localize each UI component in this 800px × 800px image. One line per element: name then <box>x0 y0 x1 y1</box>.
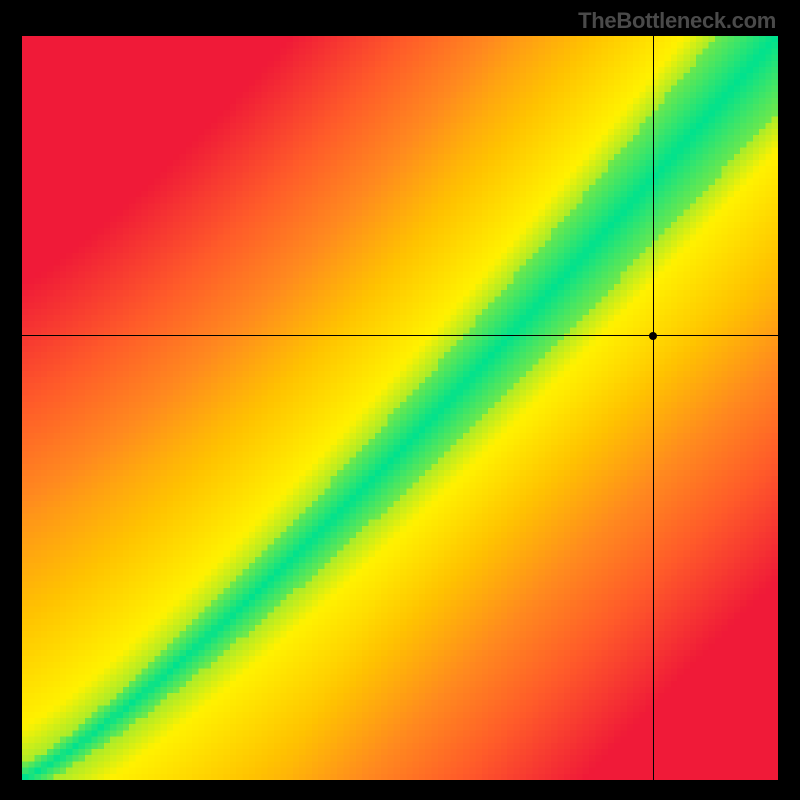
crosshair-vertical <box>653 36 654 780</box>
chart-container: TheBottleneck.com <box>0 0 800 800</box>
crosshair-horizontal <box>22 335 778 336</box>
heatmap-canvas <box>22 36 778 780</box>
watermark-text: TheBottleneck.com <box>578 8 776 34</box>
crosshair-marker <box>649 332 657 340</box>
plot-area <box>22 36 778 780</box>
